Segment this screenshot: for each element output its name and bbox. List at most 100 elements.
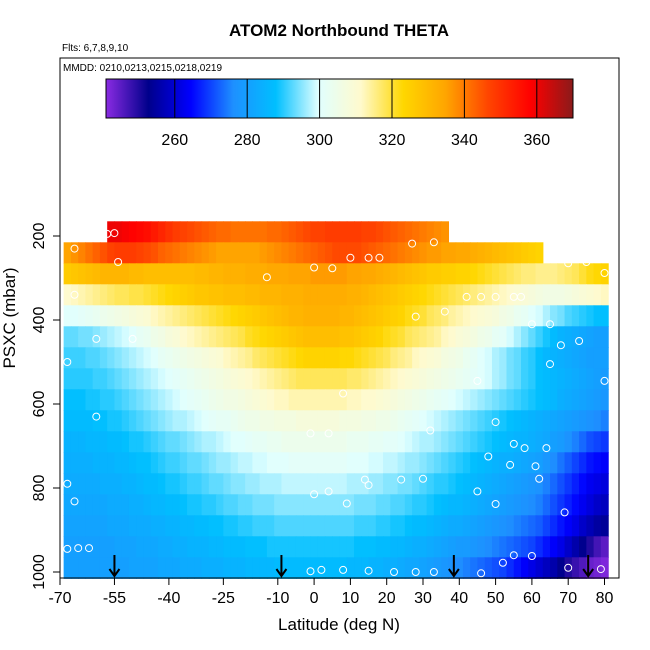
- heatmap-cell: [208, 515, 217, 537]
- heatmap-cell: [121, 326, 130, 348]
- heatmap-cell: [216, 221, 224, 243]
- heatmap-cell: [462, 494, 471, 516]
- heatmap-cell: [441, 494, 450, 516]
- heatmap-cell: [593, 305, 602, 327]
- heatmap-cell: [346, 221, 355, 243]
- heatmap-cell: [223, 536, 232, 558]
- heatmap-cell: [542, 473, 551, 495]
- heatmap-cell: [600, 263, 609, 285]
- heatmap-cell: [179, 410, 188, 432]
- sample-marker: [531, 462, 540, 471]
- sample-marker: [66, 234, 75, 243]
- heatmap-cell: [310, 452, 319, 474]
- heatmap-cell: [375, 221, 384, 243]
- y-tick-label: 800: [31, 475, 48, 502]
- heatmap-cell: [419, 389, 428, 411]
- heatmap-cell: [324, 536, 333, 558]
- heatmap-cell: [368, 431, 377, 453]
- heatmap-cell: [317, 494, 326, 516]
- heatmap-cell: [92, 410, 101, 432]
- heatmap-cell: [223, 515, 232, 537]
- heatmap-cell: [143, 368, 152, 390]
- heatmap-cell: [433, 473, 442, 495]
- heatmap-cell: [550, 326, 558, 348]
- heatmap-cell: [78, 326, 87, 348]
- heatmap-cell: [158, 410, 166, 432]
- heatmap-cell: [223, 389, 232, 411]
- x-tick-label: -10: [266, 590, 289, 607]
- heatmap-cell: [143, 389, 152, 411]
- heatmap-cell: [593, 410, 602, 432]
- heatmap-cell: [63, 536, 72, 558]
- heatmap-cell: [317, 242, 326, 264]
- heatmap-cell: [586, 284, 595, 306]
- heatmap-cell: [237, 305, 246, 327]
- heatmap-cell: [600, 431, 609, 453]
- heatmap-cell: [484, 515, 493, 537]
- heatmap-cell: [317, 305, 326, 327]
- sample-marker: [426, 426, 435, 435]
- heatmap-cell: [99, 431, 108, 453]
- heatmap-cell: [564, 326, 573, 348]
- heatmap-cell: [245, 242, 253, 264]
- heatmap-cell: [310, 431, 319, 453]
- heatmap-cell: [535, 515, 544, 537]
- heatmap-cell: [223, 431, 232, 453]
- heatmap-cell: [150, 515, 159, 537]
- heatmap-cell: [426, 389, 435, 411]
- sample-marker: [342, 499, 351, 508]
- y-tick-label: 200: [31, 223, 48, 250]
- heatmap-cell: [237, 221, 246, 243]
- heatmap-cell: [179, 557, 188, 579]
- y-tick-label: 1000: [31, 554, 48, 590]
- heatmap-cell: [107, 494, 116, 516]
- heatmap-cell: [165, 263, 174, 285]
- heatmap-cell: [513, 473, 522, 495]
- heatmap-cell: [412, 263, 420, 285]
- x-tick-label: 50: [487, 590, 505, 607]
- heatmap-cell: [390, 242, 399, 264]
- heatmap-cell: [121, 431, 130, 453]
- heatmap-cell: [324, 221, 333, 243]
- heatmap-cell: [165, 410, 174, 432]
- heatmap-cell: [78, 263, 87, 285]
- heatmap-cell: [158, 326, 166, 348]
- heatmap-cell: [99, 326, 108, 348]
- heatmap-cell: [477, 242, 486, 264]
- heatmap-cell: [187, 557, 195, 579]
- heatmap-cell: [78, 452, 87, 474]
- heatmap-cell: [426, 263, 435, 285]
- heatmap-cell: [114, 305, 123, 327]
- heatmap-cell: [223, 284, 232, 306]
- heatmap-cell: [339, 305, 348, 327]
- heatmap-cell: [281, 389, 290, 411]
- heatmap-cell: [194, 305, 203, 327]
- heatmap-cell: [114, 263, 123, 285]
- heatmap-cell: [499, 431, 508, 453]
- heatmap-cell: [259, 452, 268, 474]
- heatmap-cell: [274, 284, 283, 306]
- heatmap-cell: [295, 368, 304, 390]
- heatmap-cell: [535, 452, 544, 474]
- heatmap-cell: [528, 263, 537, 285]
- heatmap-cell: [426, 431, 435, 453]
- heatmap-cell: [172, 452, 181, 474]
- heatmap-cell: [70, 557, 79, 579]
- heatmap-cell: [158, 347, 166, 369]
- heatmap-cell: [462, 389, 471, 411]
- heatmap-cell: [462, 242, 471, 264]
- sample-marker: [527, 552, 536, 560]
- heatmap-cell: [266, 284, 275, 306]
- heatmap-cell: [433, 515, 442, 537]
- heatmap-cell: [455, 557, 464, 579]
- heatmap-cell: [375, 536, 384, 558]
- heatmap-cell: [158, 242, 166, 264]
- heatmap-cell: [571, 494, 580, 516]
- heatmap-cell: [433, 389, 442, 411]
- heatmap-cell: [150, 494, 159, 516]
- heatmap-cell: [484, 494, 493, 516]
- heatmap-cell: [354, 326, 362, 348]
- heatmap-cell: [310, 242, 319, 264]
- heatmap-cell: [216, 452, 224, 474]
- heatmap-cell: [455, 284, 464, 306]
